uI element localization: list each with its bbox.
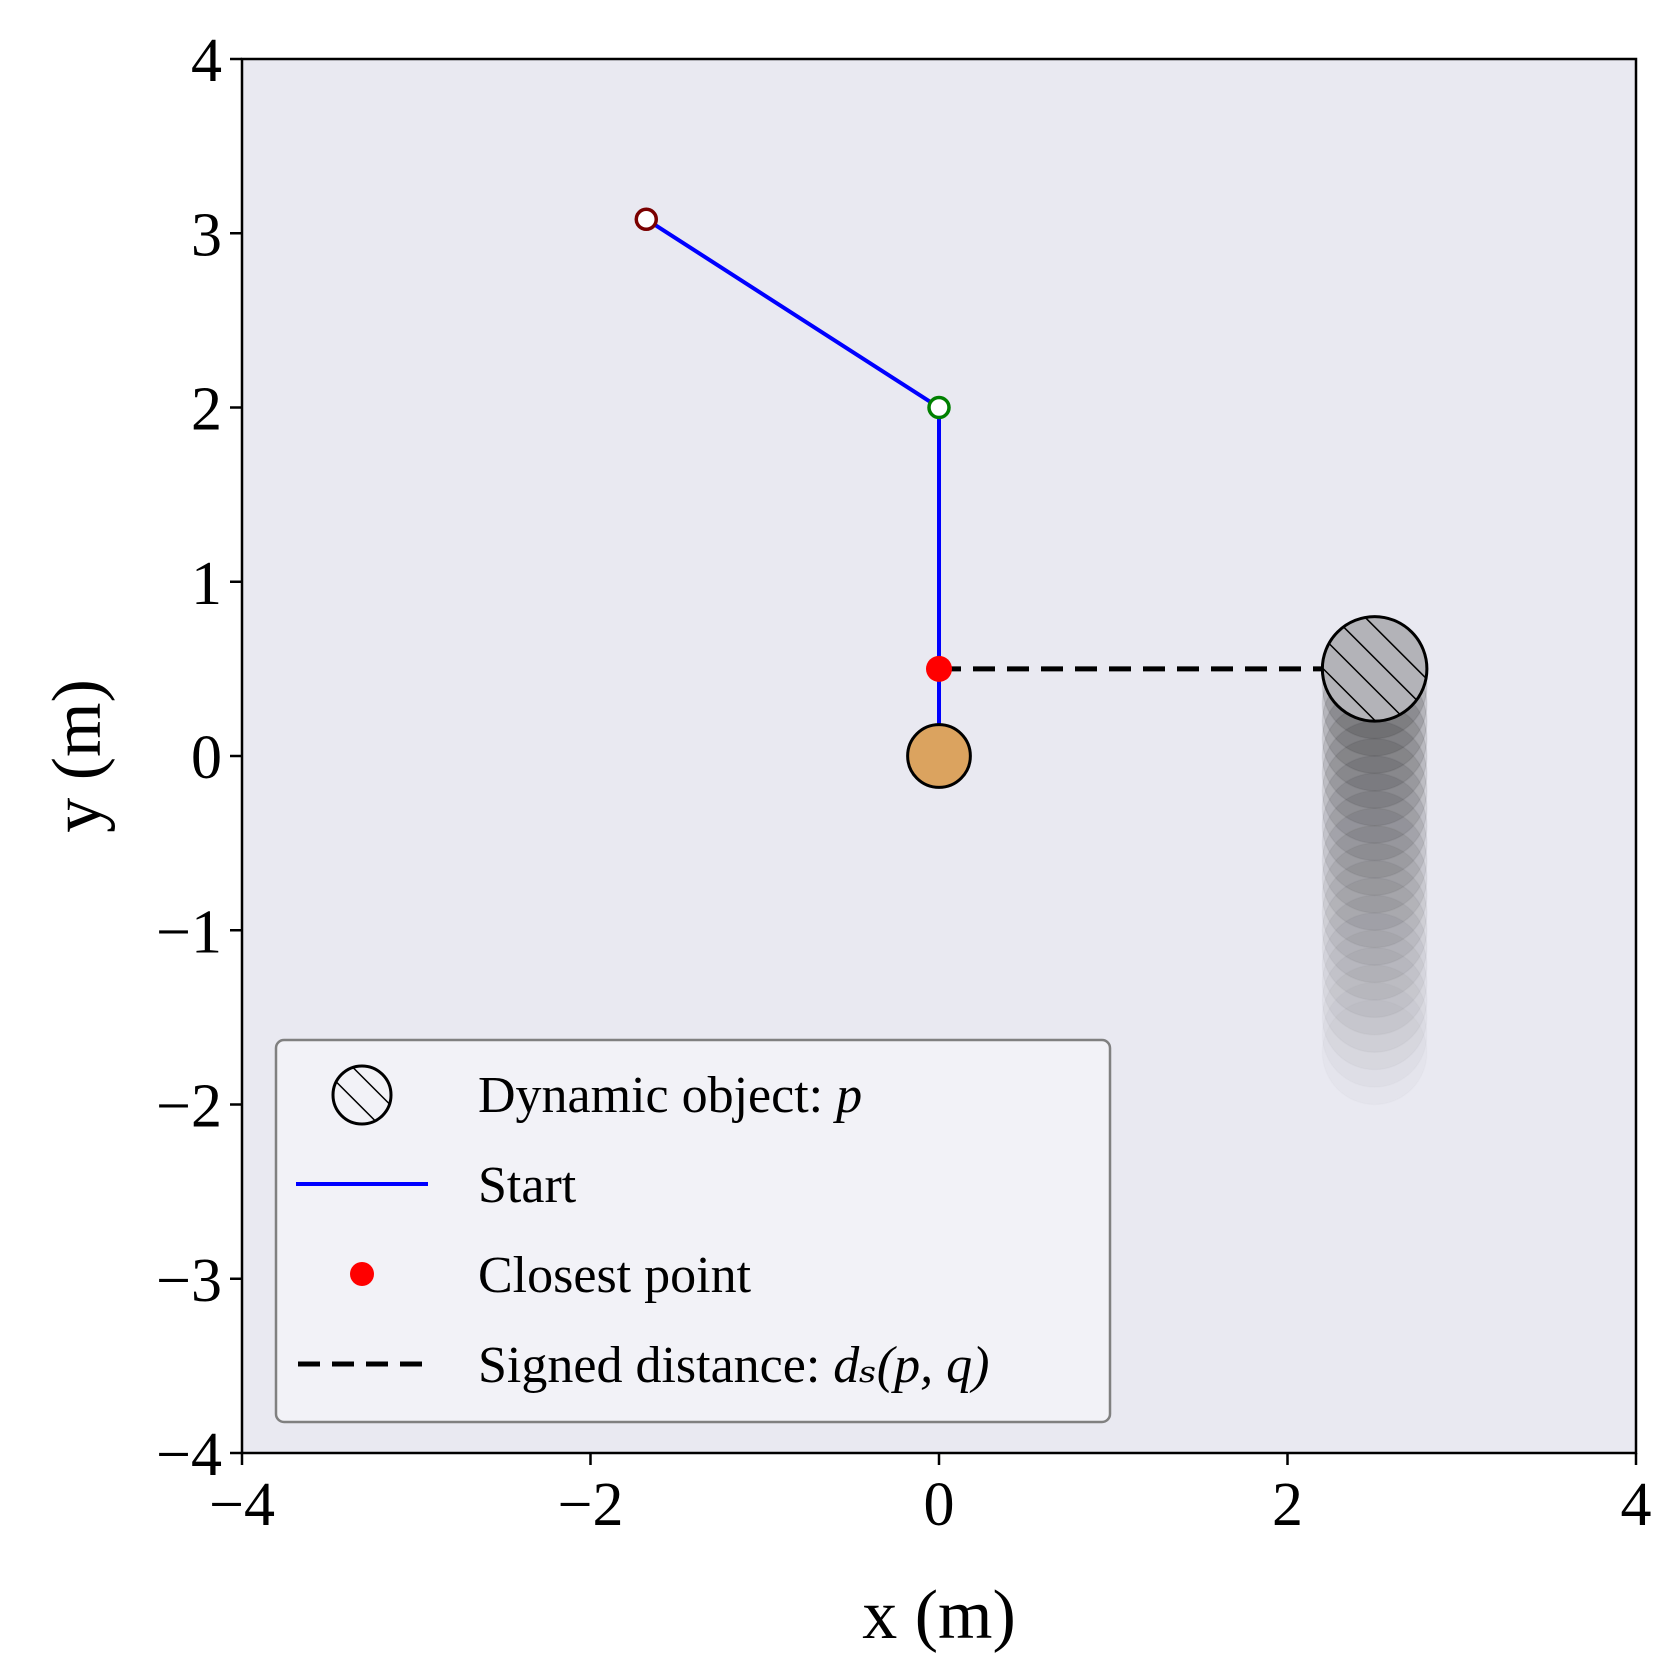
x-axis-ticks: −4 −2 0 2 4 (209, 1453, 1652, 1539)
joint-marker (927, 395, 951, 420)
trail-circle (1322, 930, 1427, 1035)
y-tick-label: −4 (156, 1421, 222, 1489)
base-circle (906, 723, 972, 789)
legend-markers (296, 1064, 428, 1367)
plot-content (634, 207, 1429, 1035)
y-tick-label: 3 (191, 201, 222, 269)
trail-circle (1321, 737, 1428, 844)
legend-frame (274, 1038, 1112, 1424)
trail-circle (1321, 772, 1428, 879)
joint-marker (634, 207, 659, 232)
legend-label-dynamic-object: Dynamic object: (478, 1067, 836, 1124)
legend-marker-closest-point (350, 1262, 374, 1286)
trail-circle (1321, 755, 1428, 862)
legend-label-signed-distance: Signed distance: (478, 1337, 833, 1394)
y-tick-label: 1 (191, 550, 222, 618)
dynamic-object-marker (1320, 615, 1429, 723)
legend-math-ds: dₛ(p, q) (833, 1337, 989, 1394)
x-tick-label: 4 (1621, 1471, 1652, 1539)
legend-marker-dynamic-object (331, 1064, 393, 1126)
trail-circle (1322, 877, 1427, 983)
x-tick-label: 0 (924, 1471, 955, 1539)
trail-circle (1322, 860, 1427, 966)
legend: Dynamic object: p Start Closest point Si… (274, 1038, 1112, 1424)
trail-circle (1322, 895, 1427, 1000)
y-axis-label: y (m) (39, 679, 116, 833)
closest-point-marker (926, 655, 952, 682)
trail-circle (1322, 912, 1427, 1018)
y-tick-label: 2 (191, 376, 222, 444)
x-tick-label: 2 (1272, 1471, 1303, 1539)
trail-circle (1321, 790, 1428, 897)
trail-circle (1322, 825, 1427, 931)
trail-circle (1322, 808, 1427, 913)
y-tick-label: 0 (191, 724, 222, 792)
y-tick-label: −2 (156, 1073, 222, 1141)
legend-math-p: p (832, 1067, 862, 1124)
y-tick-label: 4 (191, 27, 222, 95)
x-tick-label: −4 (209, 1471, 275, 1539)
x-axis-label: x (m) (862, 1577, 1016, 1654)
y-axis-ticks: −4 −3 −2 −1 0 1 2 3 4 (156, 27, 242, 1489)
x-tick-label: −2 (558, 1471, 624, 1539)
legend-entry-closest-point: Closest point (478, 1247, 752, 1304)
legend-entry-dynamic-object: Dynamic object: p (478, 1067, 862, 1124)
trail-circle (1322, 843, 1427, 948)
y-tick-label: −3 (156, 1247, 222, 1315)
legend-entry-signed-distance: Signed distance: dₛ(p, q) (478, 1337, 989, 1394)
legend-entry-start: Start (478, 1157, 577, 1214)
y-tick-label: −1 (156, 898, 222, 966)
